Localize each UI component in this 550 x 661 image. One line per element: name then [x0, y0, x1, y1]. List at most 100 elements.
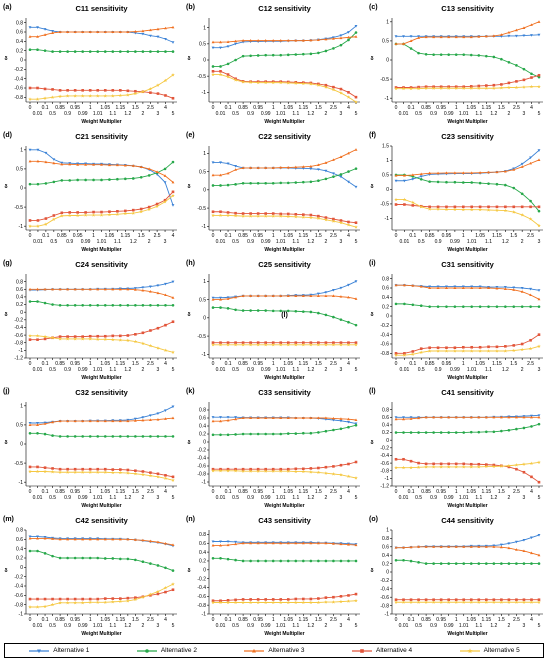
data-point — [28, 48, 32, 52]
data-point — [256, 469, 261, 473]
data-point — [309, 167, 313, 171]
data-point — [324, 49, 328, 53]
data-point — [515, 598, 518, 602]
x-tick-label: 1 — [455, 617, 458, 623]
x-tick-label: 0.01 — [399, 111, 409, 117]
x-tick-label: 4 — [164, 489, 167, 495]
data-point — [156, 346, 160, 350]
series-line — [213, 542, 357, 546]
data-point — [73, 89, 77, 92]
data-point — [164, 37, 167, 41]
data-point — [286, 53, 290, 57]
data-point — [354, 598, 358, 603]
x-tick-label: 1.05 — [475, 361, 485, 367]
data-point — [445, 205, 448, 209]
data-point — [134, 304, 137, 307]
data-point — [148, 290, 152, 293]
data-point — [469, 53, 473, 57]
data-point — [394, 546, 398, 549]
x-tick-label: 1.05 — [466, 489, 476, 495]
data-point — [485, 430, 488, 434]
data-point — [331, 172, 335, 175]
y-tick-label: 1 — [20, 148, 23, 154]
data-point — [96, 597, 100, 601]
data-point — [294, 294, 298, 297]
data-point — [339, 419, 343, 423]
data-point — [256, 432, 260, 436]
data-point — [256, 39, 260, 42]
panel-label: (a) — [3, 4, 12, 11]
data-point — [339, 295, 343, 298]
data-point — [141, 331, 145, 335]
panel-label: (h) — [186, 260, 195, 267]
data-point — [454, 545, 458, 548]
data-point — [43, 33, 47, 36]
legend-item: Alternative 3 — [243, 647, 305, 655]
data-point — [36, 182, 40, 186]
data-point — [419, 175, 423, 178]
x-tick-label: 0.1 — [225, 105, 232, 111]
data-point — [286, 309, 290, 313]
data-point — [119, 468, 122, 471]
data-point — [286, 80, 291, 85]
data-point — [171, 543, 175, 546]
data-point — [394, 457, 398, 461]
data-point — [139, 176, 143, 179]
data-point — [133, 29, 137, 33]
data-point — [156, 540, 160, 544]
data-point — [537, 414, 541, 417]
data-point — [492, 83, 496, 87]
x-tick-label: 1.01 — [97, 239, 107, 245]
x-tick-label: 0.9 — [435, 239, 442, 245]
data-point — [95, 470, 100, 474]
data-point — [133, 538, 137, 541]
data-point — [126, 596, 130, 600]
x-tick-label: 0 — [212, 617, 215, 623]
chart-title: C21 sensitivity — [75, 132, 128, 141]
data-point — [416, 600, 421, 604]
y-tick-label: 0.8 — [16, 279, 23, 285]
data-point — [316, 168, 320, 171]
chart-panel: (i) C31 sensitivity0.80.60.40.20-0.2-0.4-… — [369, 260, 543, 381]
data-point — [249, 559, 252, 563]
data-point — [308, 215, 313, 220]
series-line — [396, 423, 540, 433]
data-point — [36, 224, 40, 228]
x-tick-label: 1.1 — [475, 495, 482, 501]
data-point — [431, 464, 436, 469]
data-point — [163, 199, 167, 204]
data-point — [462, 545, 466, 548]
x-tick-label: 0.1 — [42, 617, 49, 623]
data-point — [35, 333, 40, 338]
data-point — [81, 304, 84, 307]
data-point — [131, 211, 136, 215]
data-point — [141, 288, 145, 292]
data-point — [211, 161, 215, 164]
x-tick-label: 0.5 — [418, 239, 425, 245]
data-point — [171, 588, 175, 592]
x-tick-label: 1.2 — [307, 111, 314, 117]
data-point — [487, 305, 490, 308]
data-point — [226, 213, 230, 217]
legend-item: Alternative 5 — [459, 647, 520, 655]
data-point — [226, 162, 230, 166]
data-point — [294, 181, 298, 184]
data-point — [331, 158, 335, 161]
data-point — [248, 342, 253, 347]
data-point — [436, 305, 440, 308]
data-point — [148, 539, 152, 543]
data-point — [520, 205, 524, 209]
data-point — [514, 85, 519, 90]
data-point — [103, 470, 108, 474]
data-point — [51, 303, 54, 306]
y-tick-label: 0 — [203, 58, 206, 64]
data-point — [537, 158, 541, 161]
data-point — [461, 207, 466, 212]
data-point — [96, 467, 100, 471]
data-point — [309, 310, 313, 314]
data-point — [60, 162, 64, 166]
x-tick-label: 0.5 — [232, 623, 239, 629]
data-point — [419, 285, 423, 288]
data-point — [286, 600, 291, 605]
data-point — [279, 467, 283, 471]
